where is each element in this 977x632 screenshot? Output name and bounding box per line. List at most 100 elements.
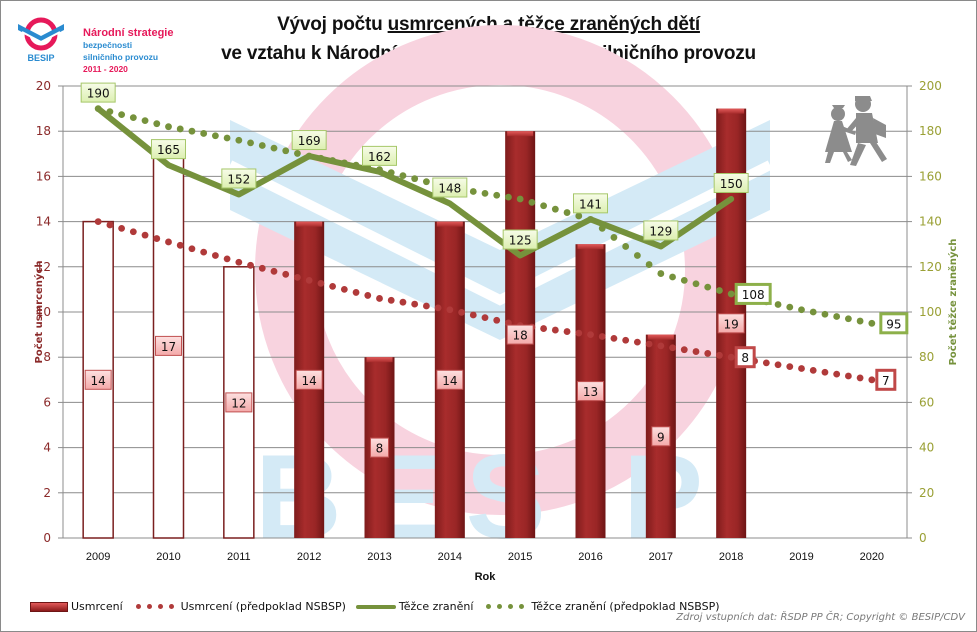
right-tick-label: 40 (919, 441, 934, 455)
forecast-dot-usmrceni (305, 276, 313, 284)
injured-value-label: 129 (643, 220, 679, 241)
legend-item-tezce-zraneni: Těžce zranění (355, 600, 474, 613)
forecast-dot-zraneni (282, 147, 290, 155)
forecast-dot-usmrceni (340, 286, 348, 293)
right-tick-label: 120 (919, 260, 942, 274)
data-label-text: 12 (231, 396, 246, 410)
forecast-dot-zraneni (551, 205, 559, 213)
bar-value-label: 13 (577, 381, 604, 402)
data-label-text: 18 (513, 329, 528, 343)
forecast-dot-usmrceni (575, 329, 583, 337)
forecast-dot-usmrceni (188, 245, 196, 253)
forecast-dot-usmrceni (692, 348, 700, 355)
series-tezce-zraneni (95, 105, 735, 259)
bar-value-label: 14 (436, 369, 464, 390)
injured-value-label: 165 (151, 139, 186, 160)
forecast-dot-zraneni (669, 273, 676, 281)
forecast-dot-usmrceni (809, 366, 817, 374)
right-tick-label: 20 (919, 486, 934, 500)
data-label-box (84, 369, 112, 390)
forecast-dot-zraneni (868, 319, 876, 327)
forecast-dot-zraneni (211, 132, 219, 140)
forecast-dot-usmrceni (774, 361, 782, 369)
forecast-dot-zraneni (411, 175, 419, 183)
forecast-dot-zraneni (176, 125, 184, 133)
forecast-dot-zraneni (692, 280, 700, 288)
forecast-dot-zraneni (118, 111, 126, 119)
forecast-dot-zraneni (680, 276, 688, 284)
left-tick-label: 6 (43, 395, 51, 409)
bar-value-label: 19 (717, 313, 745, 334)
data-label-text: 125 (509, 234, 532, 248)
data-label-text: 7 (882, 374, 890, 388)
forecast-dot-zraneni (247, 139, 254, 147)
right-tick-label: 160 (919, 169, 942, 183)
besip-logo: BESIP Národní strategie bezpečnosti siln… (10, 12, 180, 74)
forecast-dot-usmrceni (434, 304, 442, 312)
forecast-dot-zraneni (798, 306, 805, 314)
bar-value-label: 17 (155, 335, 182, 356)
injured-value-label: 190 (80, 82, 116, 103)
right-tick-label: 180 (919, 124, 942, 138)
data-label-text: 17 (161, 340, 176, 354)
forecast-dot-usmrceni (563, 328, 571, 335)
data-label-text: 190 (87, 87, 110, 101)
bar-value-label: 14 (84, 369, 112, 390)
left-tick-label: 12 (36, 260, 51, 274)
x-tick-label: 2013 (367, 551, 391, 563)
forecast-dot-usmrceni (798, 365, 805, 372)
right-tick-label: 140 (919, 215, 942, 229)
injured-value-label: 152 (221, 168, 257, 189)
forecast-dot-zraneni (235, 136, 243, 144)
injured-value-label: 148 (432, 177, 468, 198)
forecast-dot-usmrceni (657, 342, 665, 350)
x-axis-title: Rok (475, 571, 497, 583)
right-tick-label: 200 (919, 79, 942, 93)
data-label-box (506, 324, 534, 345)
forecast-dot-zraneni (856, 317, 864, 325)
data-label-box (879, 312, 909, 335)
killed-forecast-label: 8 (734, 346, 756, 369)
legend-label: Usmrcení (71, 600, 123, 613)
forecast-dot-usmrceni (540, 325, 548, 332)
logo-line-4: 2011 - 2020 (83, 64, 128, 74)
forecast-dot-zraneni (563, 209, 571, 216)
forecast-dot-usmrceni (610, 334, 618, 342)
x-tick-label: 2014 (438, 551, 462, 563)
forecast-dot-usmrceni (598, 333, 606, 340)
legend-swatch-dotted-red (133, 604, 177, 609)
x-tick-label: 2010 (156, 551, 180, 563)
forecast-dot-zraneni (505, 193, 512, 201)
legend-label: Těžce zranění (398, 600, 474, 613)
x-tick-label: 2018 (719, 551, 743, 563)
injured-value-label: 162 (362, 145, 397, 166)
injured-value-label: 141 (573, 193, 608, 214)
data-label-text: 95 (886, 317, 901, 331)
data-label-box (875, 368, 897, 391)
forecast-dot-usmrceni (376, 295, 383, 302)
left-tick-label: 0 (43, 531, 51, 545)
forecast-dot-usmrceni (399, 298, 407, 306)
data-label-text: 150 (720, 177, 743, 191)
logo-line-2: bezpečnosti (83, 40, 133, 50)
left-axis: 0 2 4 6 8 10 12 14 16 18 20 Počet usmrcených (33, 79, 64, 545)
bar-value-label: 14 (295, 369, 323, 390)
forecast-dot-usmrceni (762, 359, 770, 367)
bar-bevel (718, 108, 745, 114)
left-tick-label: 4 (43, 441, 51, 455)
x-tick-label: 2016 (578, 551, 602, 563)
forecast-dot-zraneni (716, 287, 723, 294)
left-axis-title: Počet usmrcených (33, 261, 45, 364)
forecast-dot-usmrceni (387, 296, 395, 304)
forecast-dot-usmrceni (282, 270, 290, 278)
forecast-dot-usmrceni (844, 372, 852, 380)
injured-value-label: 169 (291, 130, 327, 151)
forecast-dot-usmrceni (165, 238, 172, 246)
data-label-text: 165 (157, 143, 180, 157)
forecast-dot-usmrceni (493, 316, 501, 324)
forecast-dot-usmrceni (235, 258, 243, 266)
forecast-dot-usmrceni (821, 368, 829, 376)
gridlines (63, 85, 907, 539)
forecast-dot-usmrceni (329, 282, 337, 290)
data-label-box (362, 145, 397, 166)
